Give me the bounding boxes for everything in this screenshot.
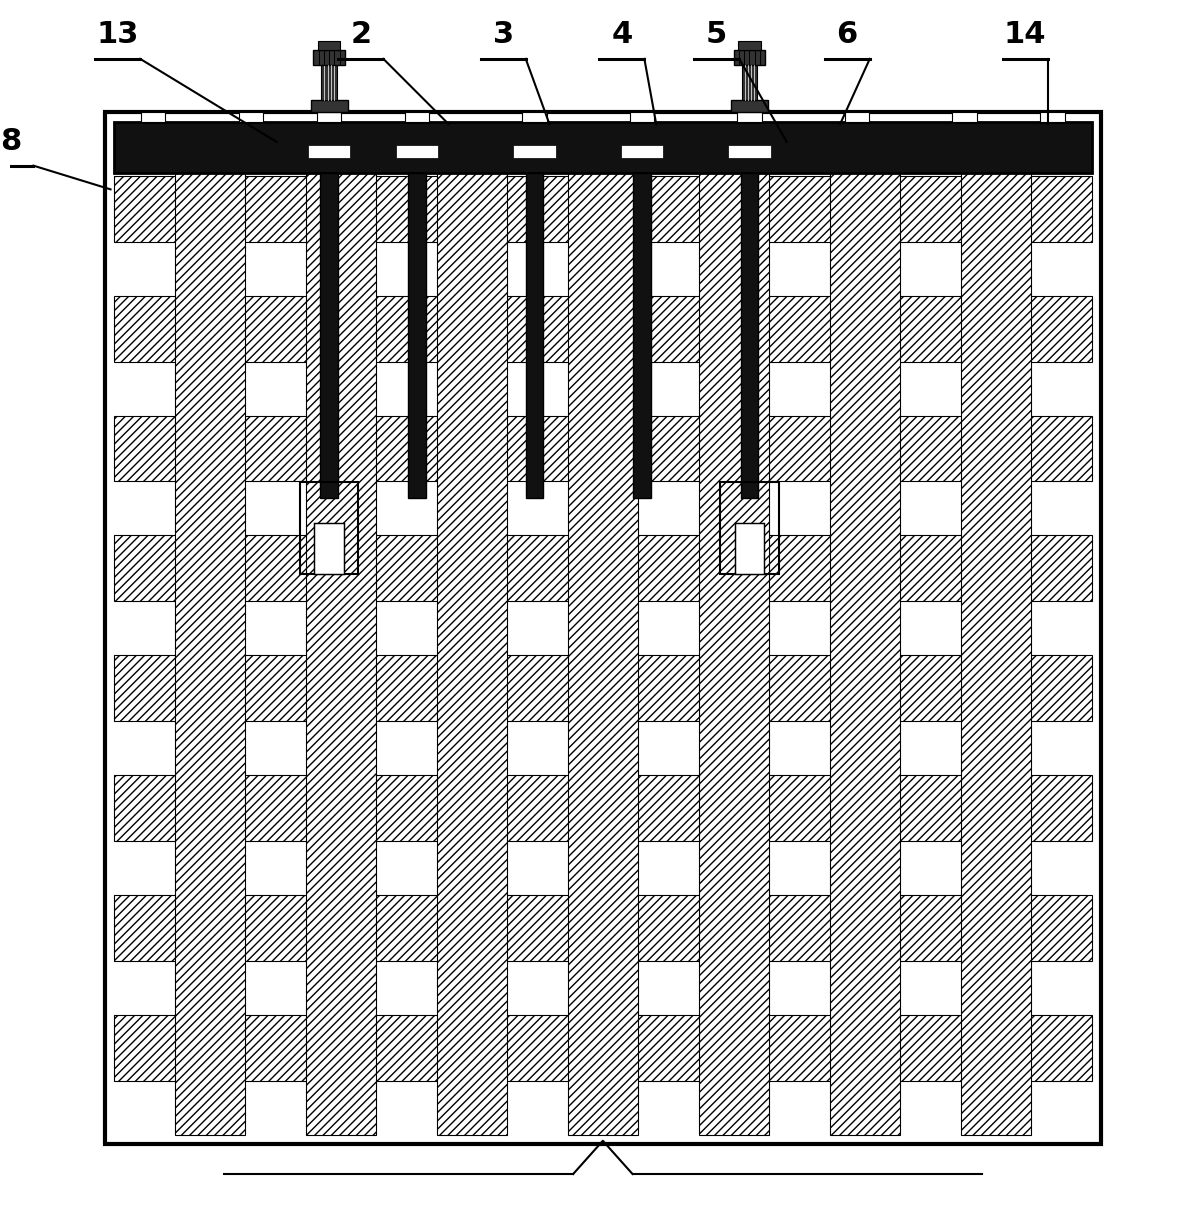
- Text: 2: 2: [350, 21, 372, 49]
- Bar: [437, 122, 507, 1134]
- Bar: [114, 656, 1092, 722]
- Bar: [523, 112, 547, 122]
- Bar: [141, 112, 165, 122]
- Bar: [734, 524, 764, 574]
- Bar: [733, 50, 765, 65]
- Bar: [1041, 112, 1064, 122]
- Bar: [408, 173, 426, 498]
- Text: 3: 3: [493, 21, 514, 49]
- Bar: [114, 1015, 1092, 1081]
- Bar: [737, 112, 762, 122]
- Bar: [317, 112, 341, 122]
- Bar: [311, 100, 348, 112]
- Bar: [742, 65, 757, 100]
- Bar: [306, 122, 376, 1134]
- Bar: [738, 40, 761, 50]
- Bar: [525, 173, 543, 498]
- Bar: [630, 112, 654, 122]
- Bar: [720, 482, 779, 574]
- Bar: [731, 100, 768, 112]
- Text: 8: 8: [0, 127, 22, 156]
- Text: 6: 6: [837, 21, 858, 49]
- Bar: [315, 524, 343, 574]
- Bar: [239, 112, 263, 122]
- Bar: [844, 112, 869, 122]
- Bar: [405, 112, 429, 122]
- Bar: [309, 145, 350, 158]
- Bar: [104, 112, 1102, 1144]
- Text: 4: 4: [611, 21, 633, 49]
- Bar: [740, 173, 758, 498]
- Bar: [114, 176, 1092, 242]
- Bar: [114, 775, 1092, 841]
- Text: 13: 13: [97, 21, 139, 49]
- Text: 14: 14: [1003, 21, 1046, 49]
- Bar: [396, 145, 438, 158]
- Bar: [952, 112, 977, 122]
- Bar: [313, 50, 344, 65]
- Bar: [114, 895, 1092, 961]
- Bar: [322, 65, 337, 100]
- Bar: [300, 482, 359, 574]
- Bar: [621, 145, 663, 158]
- Bar: [960, 122, 1031, 1134]
- Bar: [513, 145, 555, 158]
- Bar: [114, 536, 1092, 601]
- Bar: [175, 122, 245, 1134]
- Bar: [114, 295, 1092, 361]
- Bar: [568, 122, 637, 1134]
- Bar: [633, 173, 651, 498]
- Bar: [698, 122, 769, 1134]
- Bar: [728, 145, 770, 158]
- Bar: [114, 415, 1092, 481]
- Bar: [114, 122, 1092, 173]
- Bar: [830, 122, 901, 1134]
- Bar: [318, 40, 340, 50]
- Bar: [321, 173, 338, 498]
- Text: 5: 5: [706, 21, 727, 49]
